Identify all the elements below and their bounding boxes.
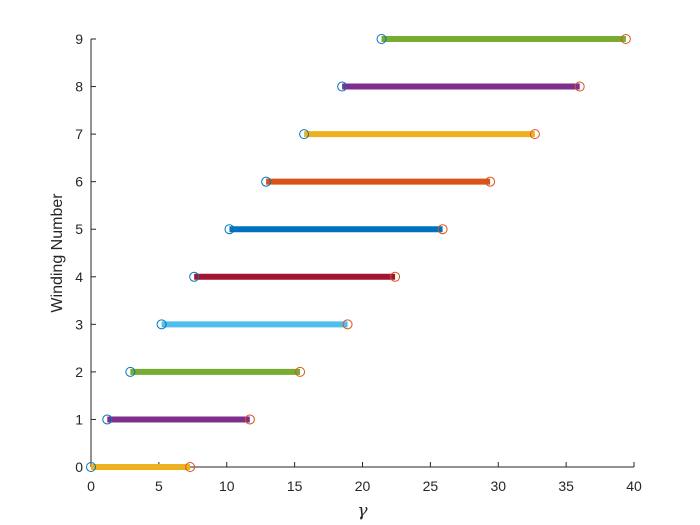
end-marker-winding-4 xyxy=(390,271,401,282)
series-segments xyxy=(91,36,626,470)
x-tick-label: 25 xyxy=(423,478,439,494)
end-marker-winding-0 xyxy=(185,462,196,472)
end-marker-winding-5 xyxy=(437,224,448,235)
start-marker-winding-6 xyxy=(261,176,272,187)
x-tick-label: 30 xyxy=(490,478,506,494)
start-marker-winding-0 xyxy=(86,462,96,472)
y-tick-label: 6 xyxy=(75,174,83,190)
start-marker-winding-1 xyxy=(102,414,113,425)
y-tick-label: 7 xyxy=(75,126,83,142)
start-marker-winding-7 xyxy=(299,129,310,140)
x-tick-label: 35 xyxy=(558,478,574,494)
y-tick-label: 2 xyxy=(75,364,83,380)
x-tick-label: 0 xyxy=(87,478,95,494)
y-tick-label: 4 xyxy=(75,269,83,285)
y-tick-label: 8 xyxy=(75,79,83,95)
x-tick-label: 15 xyxy=(287,478,303,494)
end-marker-winding-3 xyxy=(342,319,353,330)
start-marker-winding-8 xyxy=(337,81,348,92)
endpoint-markers xyxy=(86,34,631,472)
start-marker-winding-2 xyxy=(125,366,136,377)
y-tick-label: 5 xyxy=(75,221,83,237)
end-marker-winding-7 xyxy=(529,129,540,140)
start-marker-winding-9 xyxy=(376,34,387,44)
y-tick-label: 1 xyxy=(75,411,83,427)
start-marker-winding-4 xyxy=(189,271,200,282)
start-marker-winding-5 xyxy=(224,224,235,235)
end-marker-winding-8 xyxy=(574,81,585,92)
y-tick-label: 3 xyxy=(75,316,83,332)
axes: 0 5 10 15 20 25 30 35 40 0 1 2 3 4 5 6 7 8 9 xyxy=(75,31,642,494)
y-tick-label: 9 xyxy=(75,31,83,47)
x-tick-label: 10 xyxy=(219,478,235,494)
x-tick-label: 40 xyxy=(626,478,642,494)
end-marker-winding-1 xyxy=(244,414,255,425)
start-marker-winding-3 xyxy=(156,319,167,330)
end-marker-winding-2 xyxy=(295,366,306,377)
x-axis-label: γ xyxy=(357,501,368,521)
y-tick-label: 0 xyxy=(75,459,83,475)
x-tick-label: 5 xyxy=(155,478,163,494)
end-marker-winding-6 xyxy=(485,176,496,187)
y-axis-label: Winding Number xyxy=(49,193,66,313)
x-tick-label: 20 xyxy=(355,478,371,494)
end-marker-winding-9 xyxy=(620,34,631,44)
